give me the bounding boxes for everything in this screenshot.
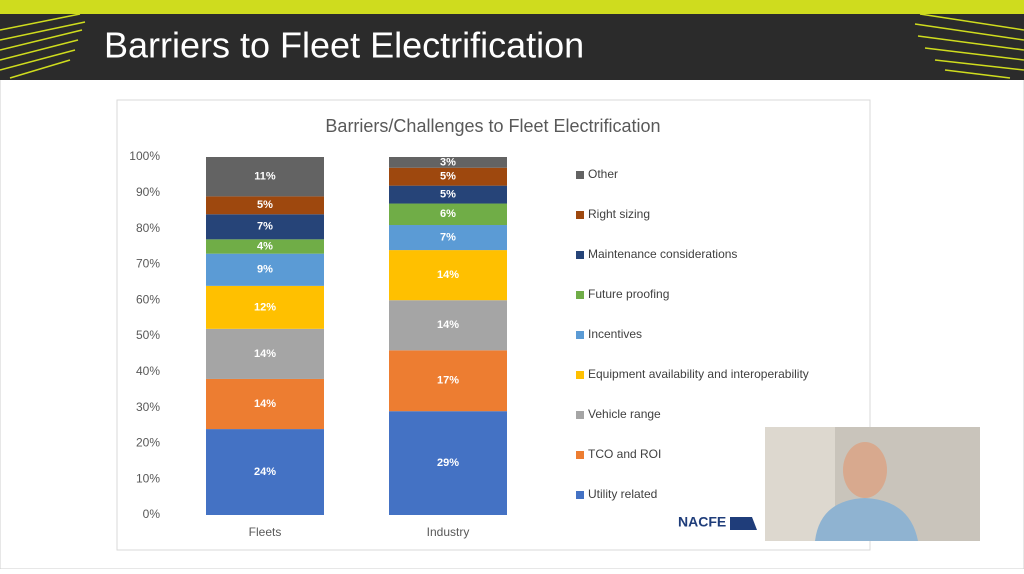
legend-label: Maintenance considerations — [588, 247, 737, 261]
legend-swatch — [576, 171, 584, 179]
y-tick-label: 20% — [136, 436, 160, 450]
value-label: 5% — [440, 171, 456, 183]
legend-swatch — [576, 451, 584, 459]
y-tick-label: 40% — [136, 364, 160, 378]
legend-swatch — [576, 331, 584, 339]
bar-segment — [389, 185, 507, 204]
value-label: 5% — [440, 188, 456, 200]
legend-swatch — [576, 251, 584, 259]
y-tick-label: 30% — [136, 400, 160, 414]
y-tick-label: 50% — [136, 328, 160, 342]
legend-swatch — [576, 411, 584, 419]
legend-label: Future proofing — [588, 287, 669, 301]
bar-segment — [206, 157, 324, 197]
y-tick-label: 80% — [136, 221, 160, 235]
value-label: 5% — [257, 199, 273, 211]
video-person-head — [843, 442, 887, 498]
value-label: 29% — [437, 457, 459, 469]
bar-segment — [389, 250, 507, 301]
value-label: 14% — [254, 398, 276, 410]
value-label: 12% — [254, 301, 276, 313]
value-label: 7% — [440, 231, 456, 243]
legend-label: Other — [588, 167, 618, 181]
y-tick-label: 90% — [136, 185, 160, 199]
legend-label: Equipment availability and interoperabil… — [588, 367, 809, 381]
bar-segment — [206, 328, 324, 379]
bar-segment — [389, 225, 507, 251]
legend-label: TCO and ROI — [588, 447, 661, 461]
logo-truck — [730, 517, 757, 530]
legend-label: Right sizing — [588, 207, 650, 221]
bar-segment — [389, 300, 507, 351]
legend-label: Utility related — [588, 487, 657, 501]
video-person-body — [815, 498, 918, 541]
legend-swatch — [576, 371, 584, 379]
y-tick-label: 10% — [136, 471, 160, 485]
value-label: 11% — [254, 171, 276, 183]
bar-segment — [206, 214, 324, 240]
y-tick-label: 0% — [143, 507, 161, 521]
accent-bar — [0, 0, 1024, 14]
legend-label: Vehicle range — [588, 407, 661, 421]
value-label: 4% — [257, 240, 273, 252]
x-tick-label: Industry — [427, 525, 470, 539]
legend-swatch — [576, 491, 584, 499]
decor-left — [0, 13, 86, 79]
legend-swatch — [576, 211, 584, 219]
bar-segment — [206, 285, 324, 329]
y-tick-label: 60% — [136, 292, 160, 306]
value-label: 3% — [440, 156, 456, 168]
bar-segment — [389, 411, 507, 515]
logo-text: NACFE — [678, 514, 726, 530]
bar-segment — [206, 196, 324, 215]
bar-segment — [206, 239, 324, 254]
bar-segment — [389, 203, 507, 226]
decor-right — [914, 13, 1024, 79]
y-tick-label: 100% — [129, 149, 160, 163]
value-label: 14% — [437, 319, 459, 331]
legend-label: Incentives — [588, 327, 642, 341]
bar-segment — [206, 378, 324, 430]
bar-segment — [206, 429, 324, 515]
bar-segment — [389, 350, 507, 412]
bar-segment — [389, 157, 507, 168]
value-label: 24% — [254, 466, 276, 478]
bar-segment — [389, 167, 507, 186]
slide-title: Barriers to Fleet Electrification — [104, 25, 584, 66]
value-label: 14% — [254, 348, 276, 360]
value-label: 7% — [257, 221, 273, 233]
value-label: 14% — [437, 269, 459, 281]
bar-segment — [206, 253, 324, 286]
y-tick-label: 70% — [136, 257, 160, 271]
x-tick-label: Fleets — [249, 525, 282, 539]
legend-swatch — [576, 291, 584, 299]
chart-title: Barriers/Challenges to Fleet Electrifica… — [325, 116, 660, 136]
value-label: 9% — [257, 264, 273, 276]
value-label: 17% — [437, 375, 459, 387]
value-label: 6% — [440, 208, 456, 220]
